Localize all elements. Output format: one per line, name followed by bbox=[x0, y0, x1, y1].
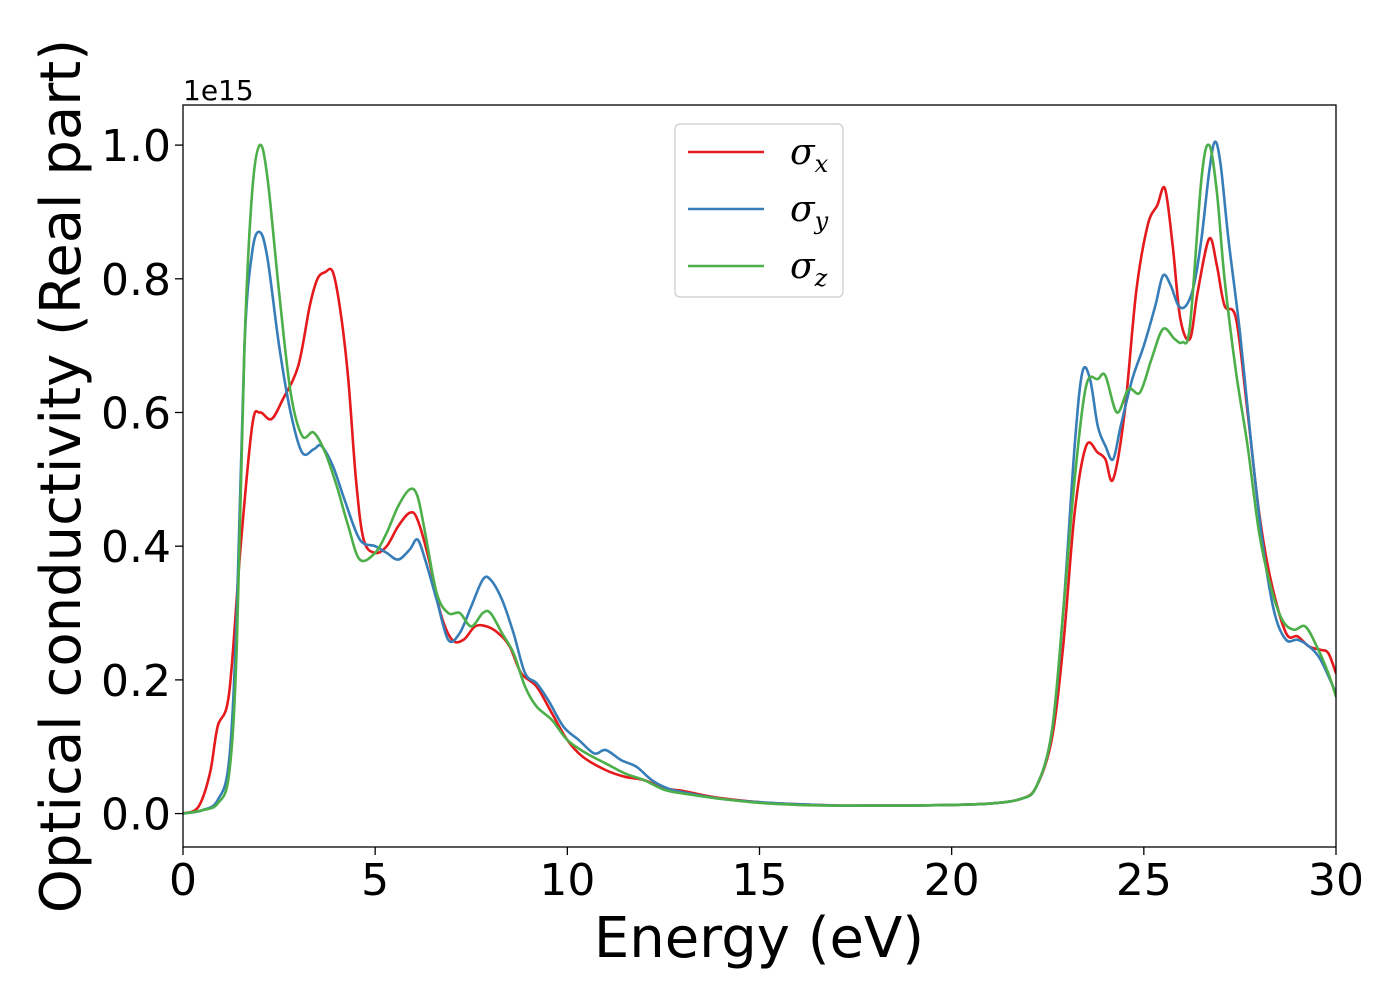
y-tick-label: 0.8 bbox=[101, 255, 171, 306]
y-tick-label: 1.0 bbox=[101, 121, 171, 172]
y-tick-label: 0.2 bbox=[101, 656, 171, 707]
legend-label-x: σx bbox=[790, 132, 829, 178]
legend-box bbox=[674, 123, 844, 298]
y-tick-label: 0.4 bbox=[101, 522, 171, 573]
x-tick-label: 25 bbox=[1116, 855, 1172, 906]
x-tick-label: 30 bbox=[1308, 855, 1364, 906]
y-axis-ticks: 0.0 0.2 0.4 0.6 0.8 1.0 bbox=[101, 121, 183, 841]
series-line-z bbox=[183, 143, 1336, 815]
legend: σx σy σz bbox=[674, 123, 844, 298]
legend-label-y: σy bbox=[790, 189, 829, 235]
x-tick-label: 10 bbox=[539, 855, 595, 906]
y-offset-label: 1e15 bbox=[183, 74, 254, 107]
series-layer bbox=[183, 140, 1336, 815]
y-tick-label: 0.6 bbox=[101, 388, 171, 439]
x-axis-ticks: 0 5 10 15 20 25 30 bbox=[169, 847, 1364, 906]
x-tick-label: 5 bbox=[361, 855, 389, 906]
x-axis-title: Energy (eV) bbox=[594, 906, 924, 971]
x-tick-label: 0 bbox=[169, 855, 197, 906]
x-tick-label: 20 bbox=[924, 855, 980, 906]
y-tick-label: 0.0 bbox=[101, 790, 171, 841]
legend-label-z: σz bbox=[790, 246, 828, 292]
y-axis-title: Optical conductivity (Real part) bbox=[29, 39, 94, 913]
series-line-y bbox=[183, 140, 1336, 815]
x-tick-label: 15 bbox=[732, 855, 788, 906]
